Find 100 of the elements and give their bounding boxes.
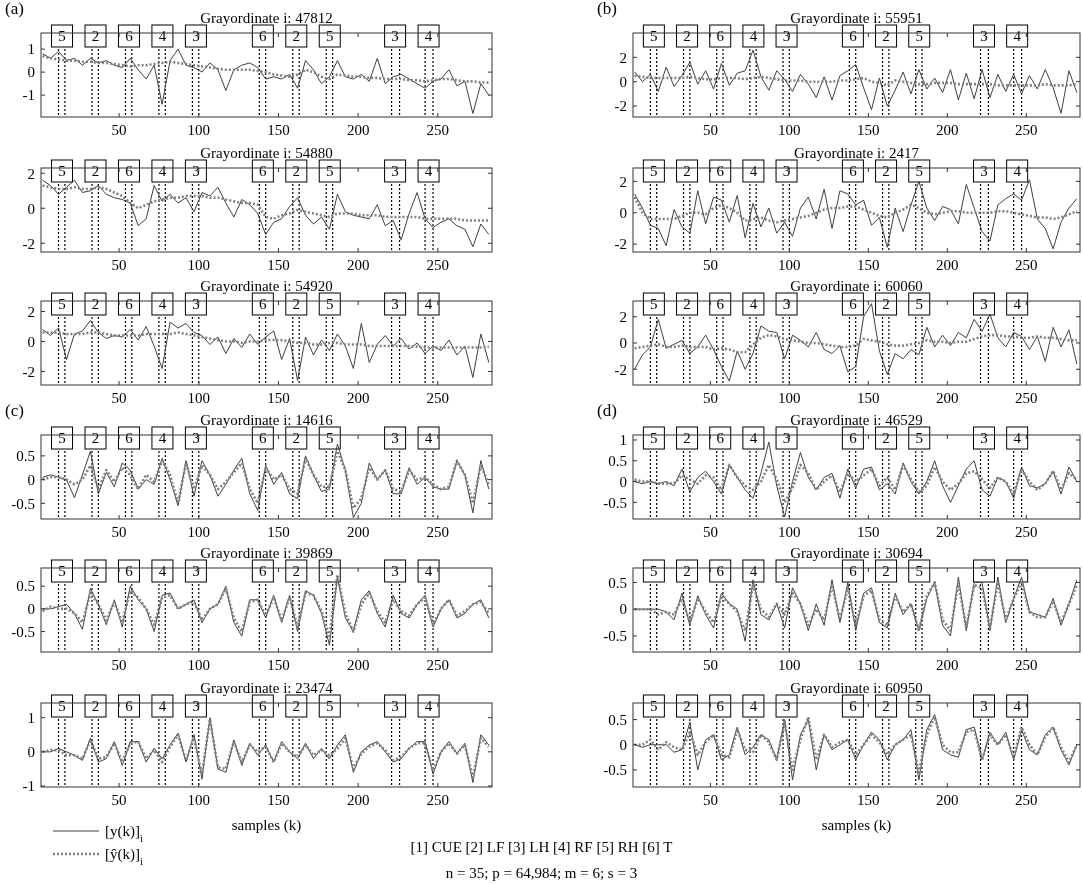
annotation: 6 — [849, 430, 858, 446]
annotation: 3 — [192, 563, 200, 579]
y-tick-label: 2 — [27, 303, 35, 320]
annotation: 5 — [326, 563, 334, 579]
annotation: 4 — [158, 28, 167, 44]
annotation: 6 — [125, 163, 134, 179]
x-tick-label: 50 — [111, 122, 127, 138]
x-tick-label: 250 — [1015, 792, 1038, 808]
x-tick-label: 200 — [346, 390, 370, 406]
y-tick-label: 0.5 — [608, 453, 627, 470]
x-tick-label: 150 — [857, 257, 880, 273]
annotation: 5 — [915, 296, 923, 312]
chart-title: Grayordinate i: 55951 — [790, 10, 923, 26]
y-tick-label: -2 — [22, 235, 35, 252]
annotation: 5 — [915, 430, 923, 446]
annotation: 4 — [749, 563, 758, 579]
annotation: 3 — [782, 28, 791, 44]
annotation: 6 — [125, 430, 134, 446]
chart-title: Grayordinate i: 39869 — [200, 545, 333, 561]
x-tick-label: 200 — [936, 122, 959, 138]
x-tick-label: 100 — [187, 657, 211, 673]
x-tick-label: 150 — [857, 657, 880, 673]
x-tick-label: 200 — [346, 257, 370, 273]
y-tick-label: -2 — [614, 98, 627, 115]
annotation: 4 — [749, 296, 758, 312]
x-tick-label: 50 — [111, 524, 127, 540]
chart-title: Grayordinate i: 14616 — [200, 412, 334, 428]
annotation: 3 — [192, 296, 200, 312]
annotation: 2 — [882, 163, 890, 179]
annotation: 2 — [882, 28, 890, 44]
line-series — [633, 74, 1079, 87]
annotation: 2 — [683, 563, 691, 579]
annotation: 3 — [980, 698, 988, 714]
x-tick-label: 150 — [857, 792, 880, 808]
line-series — [634, 49, 1078, 114]
annotation: 2 — [91, 296, 100, 312]
annotation: 2 — [91, 163, 100, 179]
x-tick-label: 50 — [111, 792, 127, 808]
annotation: 5 — [58, 563, 66, 579]
y-tick-label: 1 — [27, 41, 35, 58]
x-tick-label: 50 — [702, 792, 718, 808]
x-tick-label: 150 — [857, 524, 880, 540]
x-tick-label: 150 — [267, 657, 290, 673]
y-tick-label: -0.5 — [603, 762, 627, 779]
annotation: 3 — [782, 698, 791, 714]
chart-title: Grayordinate i: 2417 — [794, 145, 920, 161]
annotation: 2 — [292, 563, 301, 579]
annotation: 3 — [192, 163, 200, 179]
x-tick-label: 200 — [936, 792, 959, 808]
annotation: 5 — [915, 28, 923, 44]
annotation: 4 — [158, 563, 167, 579]
x-tick-label: 200 — [936, 657, 959, 673]
legend-label: [ŷ(k)]$_{i}$ — [105, 846, 143, 867]
y-tick-label: 2 — [619, 173, 627, 190]
x-tick-label: 150 — [267, 792, 290, 808]
x-tick-label: 150 — [267, 390, 290, 406]
annotation: 3 — [782, 430, 791, 446]
x-tick-label: 150 — [857, 390, 880, 406]
y-tick-label: 0.5 — [608, 711, 627, 728]
x-tick-label: 100 — [187, 524, 211, 540]
annotation: 3 — [192, 430, 200, 446]
annotation: 5 — [915, 163, 923, 179]
y-tick-label: 0.5 — [16, 578, 35, 595]
annotation: 6 — [125, 296, 134, 312]
annotation: 3 — [782, 163, 791, 179]
x-tick-label: 100 — [778, 657, 801, 673]
y-tick-label: 0 — [619, 335, 627, 352]
line-series — [633, 333, 1079, 354]
annotation: 4 — [1013, 296, 1022, 312]
line-series — [634, 441, 1078, 518]
annotation: 2 — [683, 296, 691, 312]
annotation: 4 — [424, 28, 433, 44]
x-tick-label: 250 — [1015, 257, 1038, 273]
annotation: 2 — [91, 563, 100, 579]
x-tick-label: 100 — [778, 257, 801, 273]
annotation: 2 — [91, 698, 100, 714]
y-tick-label: 0.5 — [608, 574, 627, 591]
annotation: 4 — [158, 296, 167, 312]
annotation: 6 — [849, 296, 858, 312]
text: (d) — [597, 401, 617, 420]
y-tick-label: 0 — [27, 200, 35, 217]
annotation: 4 — [424, 430, 433, 446]
annotation: 5 — [650, 163, 658, 179]
annotation: 4 — [1013, 430, 1022, 446]
annotation: 6 — [849, 28, 858, 44]
x-tick-label: 100 — [187, 792, 211, 808]
chart-title: Grayordinate i: 30694 — [790, 545, 924, 561]
annotation: 4 — [158, 163, 167, 179]
annotation: 4 — [749, 698, 758, 714]
annotation: 5 — [650, 698, 658, 714]
annotation: 4 — [1013, 698, 1022, 714]
annotation: 6 — [259, 563, 268, 579]
y-tick-label: -0.5 — [11, 623, 35, 640]
x-tick-label: 100 — [778, 390, 801, 406]
x-tick-label: 50 — [702, 257, 718, 273]
x-tick-label: 250 — [426, 122, 450, 138]
annotation: 5 — [58, 296, 66, 312]
x-tick-label: 100 — [187, 390, 211, 406]
x-axis-title: samples (k) — [821, 817, 892, 834]
annotation: 5 — [58, 163, 66, 179]
